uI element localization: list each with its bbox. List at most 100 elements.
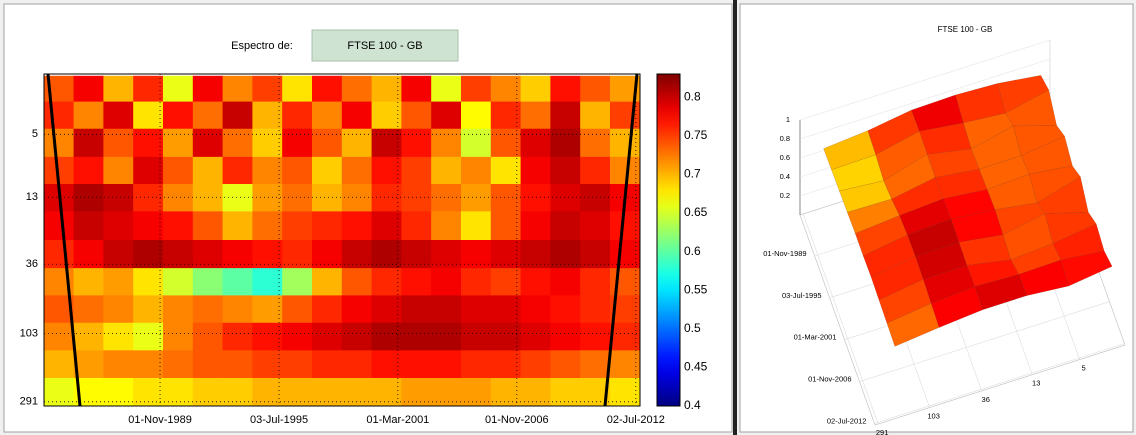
- surface-title: FTSE 100 - GB: [938, 25, 993, 34]
- heat-cell: [162, 295, 194, 324]
- x-tick-label: 02-Jul-2012: [607, 414, 665, 426]
- heat-cell: [401, 268, 432, 296]
- heatmap-area: [44, 75, 640, 406]
- heat-cell: [133, 183, 164, 212]
- heat-cell: [252, 268, 283, 296]
- colorbar: [656, 73, 681, 407]
- heat-cell: [192, 101, 224, 130]
- heat-cell: [103, 377, 134, 406]
- heat-cell: [401, 295, 432, 324]
- heat-cell: [73, 295, 104, 324]
- heat-cell: [282, 350, 313, 379]
- heat-cell: [192, 377, 224, 406]
- heat-cell: [192, 295, 224, 324]
- heat-cell: [73, 322, 104, 351]
- heat-cell: [44, 211, 75, 241]
- heat-cell: [282, 322, 313, 351]
- heat-cell: [282, 75, 313, 103]
- heat-cell: [44, 128, 75, 158]
- heat-cell: [609, 128, 640, 158]
- heat-cell: [371, 377, 402, 406]
- heat-cell: [401, 101, 432, 130]
- heat-cell: [460, 377, 492, 406]
- heat-cell: [162, 211, 194, 241]
- heat-cell: [490, 350, 522, 379]
- heat-cell: [252, 295, 283, 324]
- heat-cell: [460, 101, 492, 130]
- heat-cell: [520, 350, 551, 379]
- colorbar-label: 0.8: [684, 89, 701, 103]
- y-tick-label: 103: [20, 327, 38, 339]
- y-tick-label: 13: [26, 191, 38, 203]
- heat-cell: [609, 377, 640, 406]
- heat-cell: [133, 101, 164, 130]
- heat-cell: [73, 183, 104, 212]
- heat-cell: [580, 75, 611, 103]
- heat-cell: [431, 295, 462, 324]
- heat-cell: [282, 268, 313, 296]
- heat-cell: [490, 322, 522, 351]
- heat-cell: [103, 240, 134, 269]
- heat-cell: [133, 240, 164, 269]
- colorbar-label: 0.45: [684, 360, 708, 374]
- grid-line: [859, 301, 1110, 382]
- heat-cell: [252, 128, 283, 158]
- heat-cell: [520, 240, 551, 269]
- heat-cell: [401, 322, 432, 351]
- heat-cell: [103, 211, 134, 241]
- heat-cell: [133, 295, 164, 324]
- grid-line: [799, 58, 1051, 140]
- heat-cell: [133, 350, 164, 379]
- heat-cell: [431, 101, 462, 130]
- heat-cell: [222, 75, 253, 103]
- heat-cell: [431, 156, 462, 185]
- heat-cell: [580, 240, 611, 269]
- heat-cell: [192, 240, 224, 269]
- colorbar-label: 0.5: [684, 321, 701, 335]
- heat-cell: [609, 350, 640, 379]
- heat-cell: [371, 183, 402, 212]
- heat-cell: [431, 268, 462, 296]
- heat-cell: [490, 128, 522, 158]
- heat-cell: [192, 156, 224, 185]
- heat-cell: [371, 295, 402, 324]
- heat-cell: [431, 128, 462, 158]
- x-tick-label: 01-Nov-2006: [485, 414, 549, 426]
- surface-area: 01-Nov-1989 03-Jul-1995 01-Mar-2001 01-Nov-…: [763, 39, 1126, 435]
- heat-cell: [490, 240, 522, 269]
- heat-cell: [609, 322, 640, 351]
- heat-cell: [162, 128, 194, 158]
- heat-cell: [73, 75, 104, 103]
- heat-cell: [580, 128, 611, 158]
- y-tick-label: 5: [1081, 364, 1085, 373]
- heat-cell: [520, 156, 551, 185]
- heat-cell: [222, 350, 253, 379]
- x-tick-label: 01-Mar-2001: [794, 333, 837, 342]
- heat-cell: [252, 75, 283, 103]
- heat-cell: [222, 377, 253, 406]
- z-tick-label: 0.2: [780, 191, 790, 200]
- heat-cell: [162, 268, 194, 296]
- heat-cell: [133, 75, 164, 103]
- heat-cell: [341, 128, 373, 158]
- y-tick-label: 13: [1032, 379, 1040, 388]
- heat-cell: [550, 350, 581, 379]
- heat-cell: [341, 101, 373, 130]
- selector-value[interactable]: FTSE 100 - GB: [347, 40, 422, 52]
- y-tick-label: 36: [26, 258, 38, 270]
- heat-cell: [341, 295, 373, 324]
- heat-cell: [192, 75, 224, 103]
- heat-cell: [371, 268, 402, 296]
- heat-cell: [460, 295, 492, 324]
- heat-cell: [460, 75, 492, 103]
- heat-cell: [401, 156, 432, 185]
- heat-cell: [401, 128, 432, 158]
- z-tick-label: 0.6: [780, 153, 790, 162]
- heat-cell: [580, 211, 611, 241]
- heat-cell: [252, 322, 283, 351]
- heat-cell: [580, 295, 611, 324]
- heat-cell: [550, 240, 581, 269]
- heat-cell: [222, 322, 253, 351]
- selector-box[interactable]: [311, 29, 459, 62]
- heat-cell: [341, 183, 373, 212]
